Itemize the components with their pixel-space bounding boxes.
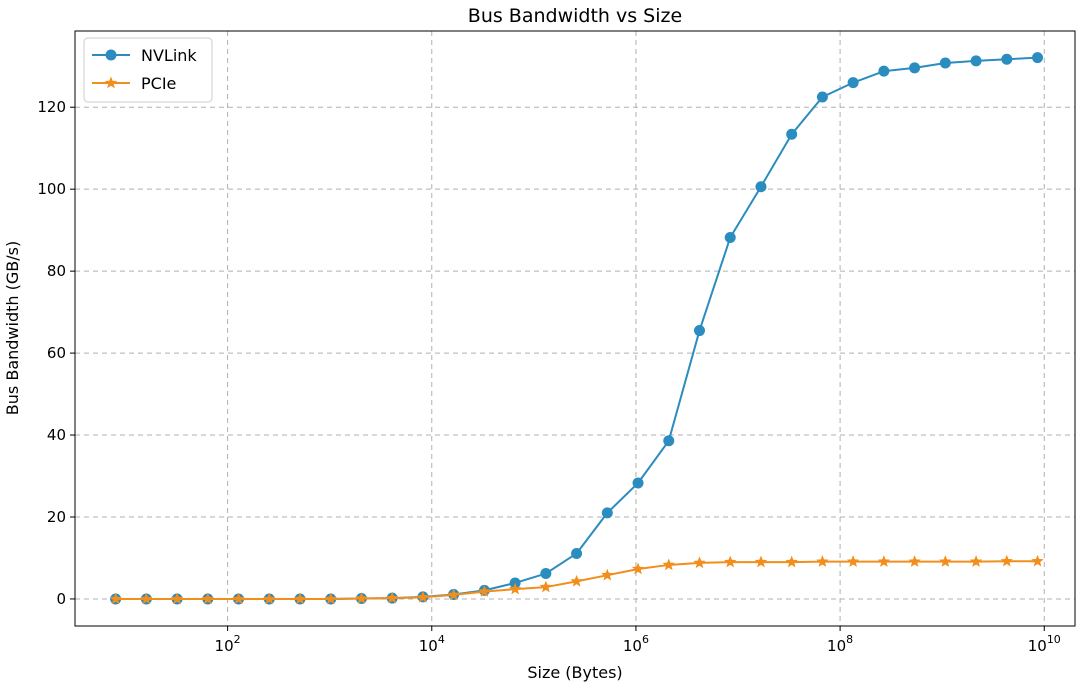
x-tick-base: 10 (419, 637, 438, 655)
x-tick-label: 104 (419, 633, 445, 655)
pcie-point (662, 558, 675, 571)
pcie-point (570, 574, 583, 587)
pcie-point (877, 555, 891, 567)
series-nvlink (110, 52, 1044, 605)
nvlink-point (970, 55, 982, 67)
nvlink-point (571, 547, 583, 559)
legend: NVLink PCIe (83, 37, 213, 103)
x-tick-label: 1010 (1028, 633, 1061, 655)
series-layer (109, 52, 1044, 605)
x-tick-label: 106 (623, 633, 649, 655)
pcie-point (263, 592, 276, 605)
nvlink-point (786, 128, 798, 140)
x-tick-label: 108 (827, 633, 853, 655)
nvlink-point (755, 181, 767, 193)
nvlink-point (693, 325, 705, 337)
x-axis-ticks: 102 104 106 108 1010 (215, 626, 1061, 655)
pcie-point (201, 592, 214, 605)
x-tick-base: 10 (827, 637, 846, 655)
nvlink-point (601, 507, 613, 519)
nvlink-point (878, 65, 890, 77)
pcie-point (386, 591, 399, 604)
pcie-point (846, 555, 860, 567)
nvlink-point (847, 77, 859, 89)
nvlink-point (540, 568, 552, 580)
legend-marker (104, 76, 118, 89)
pcie-point (539, 580, 553, 593)
y-tick-label: 60 (47, 344, 66, 362)
nvlink-point (724, 232, 736, 244)
pcie-point (293, 592, 307, 605)
pcie-point (1031, 554, 1044, 567)
x-tick-exponent: 8 (846, 633, 853, 646)
x-axis-title: Size (Bytes) (527, 663, 622, 682)
series-pcie (109, 554, 1044, 605)
pcie-point (140, 592, 153, 605)
legend-item-nvlink: NVLink (92, 46, 197, 65)
nvlink-point (1032, 52, 1044, 64)
pcie-point (754, 555, 768, 568)
y-axis-title: Bus Bandwidth (GB/s) (3, 241, 22, 415)
pcie-point (416, 590, 430, 603)
nvlink-point (663, 435, 675, 447)
y-tick-label: 20 (47, 508, 66, 526)
x-tick-base: 10 (1028, 637, 1047, 655)
pcie-point (232, 592, 245, 605)
y-tick-label: 40 (47, 426, 66, 444)
pcie-point (724, 555, 737, 568)
pcie-point (969, 555, 983, 567)
y-tick-label: 0 (56, 590, 66, 608)
x-tick-base: 10 (623, 637, 642, 655)
pcie-point (324, 592, 337, 605)
pcie-point (109, 592, 122, 605)
nvlink-point (939, 57, 951, 69)
pcie-point (170, 592, 184, 605)
x-tick-base: 10 (215, 637, 234, 655)
pcie-point (1000, 554, 1013, 567)
x-tick-exponent: 6 (642, 633, 649, 646)
grid-lines (75, 31, 1075, 626)
legend-item-pcie: PCIe (92, 74, 176, 93)
y-tick-label: 100 (37, 180, 66, 198)
pcie-point (785, 555, 798, 568)
chart-title: Bus Bandwidth vs Size (468, 5, 682, 27)
pcie-point (939, 555, 952, 567)
x-tick-exponent: 10 (1047, 633, 1061, 646)
pcie-point (693, 556, 706, 569)
nvlink-point (1001, 53, 1013, 65)
pcie-point (908, 555, 921, 567)
y-tick-label: 80 (47, 262, 66, 280)
nvlink-point (632, 477, 644, 489)
legend-marker (105, 49, 117, 61)
x-tick-exponent: 2 (234, 633, 241, 646)
pcie-point (631, 562, 645, 575)
x-tick-label: 102 (215, 633, 241, 655)
y-axis-ticks: 0 20 40 60 80 100 120 (37, 98, 75, 608)
plot-frame (74, 30, 1076, 627)
nvlink-point (816, 91, 828, 103)
x-tick-exponent: 4 (438, 633, 445, 646)
nvlink-line (115, 56, 1038, 600)
pcie-point (447, 588, 460, 601)
pcie-point (601, 568, 614, 581)
pcie-point (478, 585, 491, 597)
pcie-point (508, 582, 522, 595)
pcie-point (355, 592, 368, 604)
legend-label: NVLink (141, 46, 197, 65)
y-tick-label: 120 (37, 98, 66, 116)
pcie-point (816, 555, 829, 567)
legend-label: PCIe (141, 74, 176, 93)
nvlink-point (909, 62, 921, 74)
